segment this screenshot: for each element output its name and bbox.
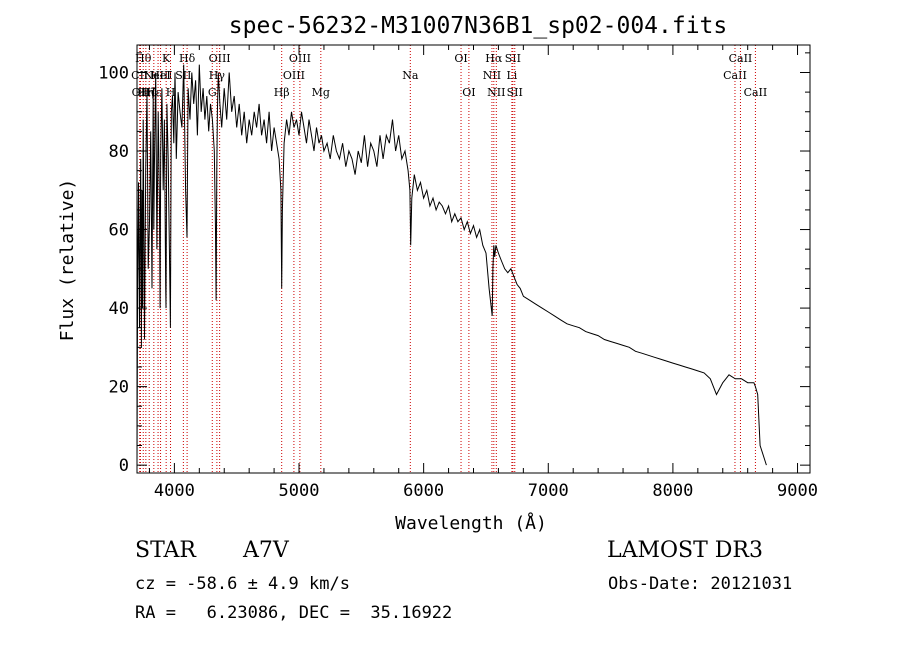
spectral-line-label-27: SII — [507, 86, 523, 99]
spectral-line-label-12: G — [208, 86, 217, 99]
spectral-line-label-17: OIII — [289, 52, 311, 65]
y-tick-label-2: 40 — [109, 299, 129, 319]
chart-title: spec-56232-M31007N36B1_sp02-004.fits — [229, 13, 728, 39]
y-tick-label-4: 80 — [109, 142, 129, 162]
spectral-line-label-21: OI — [462, 86, 475, 99]
y-tick-label-1: 20 — [109, 378, 129, 398]
spectral-line-label-20: OI — [454, 52, 467, 65]
spectral-line-label-24: NII — [487, 86, 505, 99]
spectral-line-label-3: Hη — [138, 86, 154, 99]
spectral-line-label-8: K — [162, 52, 171, 65]
x-tick-label-4: 8000 — [652, 481, 693, 501]
spectral-line-label-26: SII — [505, 52, 521, 65]
spectral-line-label-13: Hγ — [209, 69, 226, 82]
spectral-line-label-25: Li — [506, 69, 517, 82]
x-tick-label-5: 9000 — [777, 481, 818, 501]
y-tick-label-0: 0 — [119, 456, 129, 476]
spectral-line-label-9: H — [166, 86, 176, 99]
spectral-line-label-22: NII — [483, 69, 501, 82]
spectral-line-label-19: Na — [402, 69, 419, 82]
y-tick-label-3: 60 — [109, 221, 129, 241]
object-class: STAR — [135, 538, 196, 563]
x-axis-label: Wavelength (Å) — [395, 512, 547, 534]
spectral-line-markers: CIIOIIHθHηHζHεNeIIIHeIKHSIIHδGHγOIIIHβOI… — [131, 45, 767, 473]
spectrum-line — [136, 64, 767, 466]
spectral-line-label-30: CaII — [744, 86, 768, 99]
observation-date: Obs-Date: 20121031 — [608, 574, 793, 594]
spectral-line-label-16: OIII — [283, 69, 305, 82]
x-tick-label-2: 6000 — [403, 481, 444, 501]
redshift-velocity: cz = -58.6 ± 4.9 km/s — [135, 574, 350, 594]
ra-dec-coordinates: RA = 6.23086, DEC = 35.16922 — [135, 603, 453, 623]
y-axis-label: Flux (relative) — [57, 179, 78, 342]
spectral-line-label-2: Hθ — [135, 52, 152, 65]
x-tick-label-0: 4000 — [154, 481, 195, 501]
spectral-line-label-7: HeI — [150, 69, 170, 82]
spectral-line-label-18: Mg — [312, 86, 330, 99]
y-tick-label-5: 100 — [98, 63, 129, 83]
spectral-line-label-6: NeIII — [143, 69, 172, 82]
x-tick-label-1: 5000 — [279, 481, 320, 501]
plot-frame — [136, 44, 811, 474]
axis-ticks: 4000 5000 6000 7000 8000 9000 0 20 40 60 80 100 — [98, 45, 818, 501]
spectral-line-label-29: CaII — [729, 52, 753, 65]
spectral-line-label-15: Hβ — [274, 86, 290, 99]
object-subclass: A7V — [243, 538, 289, 563]
spectral-line-label-5: Hε — [146, 86, 162, 99]
survey-name: LAMOST DR3 — [607, 538, 763, 563]
spectral-line-label-28: CaII — [723, 69, 747, 82]
spectral-line-label-14: OIII — [209, 52, 231, 65]
spectral-line-label-23: Hα — [485, 52, 503, 65]
x-tick-label-3: 7000 — [528, 481, 569, 501]
spectral-line-label-11: Hδ — [179, 52, 196, 65]
